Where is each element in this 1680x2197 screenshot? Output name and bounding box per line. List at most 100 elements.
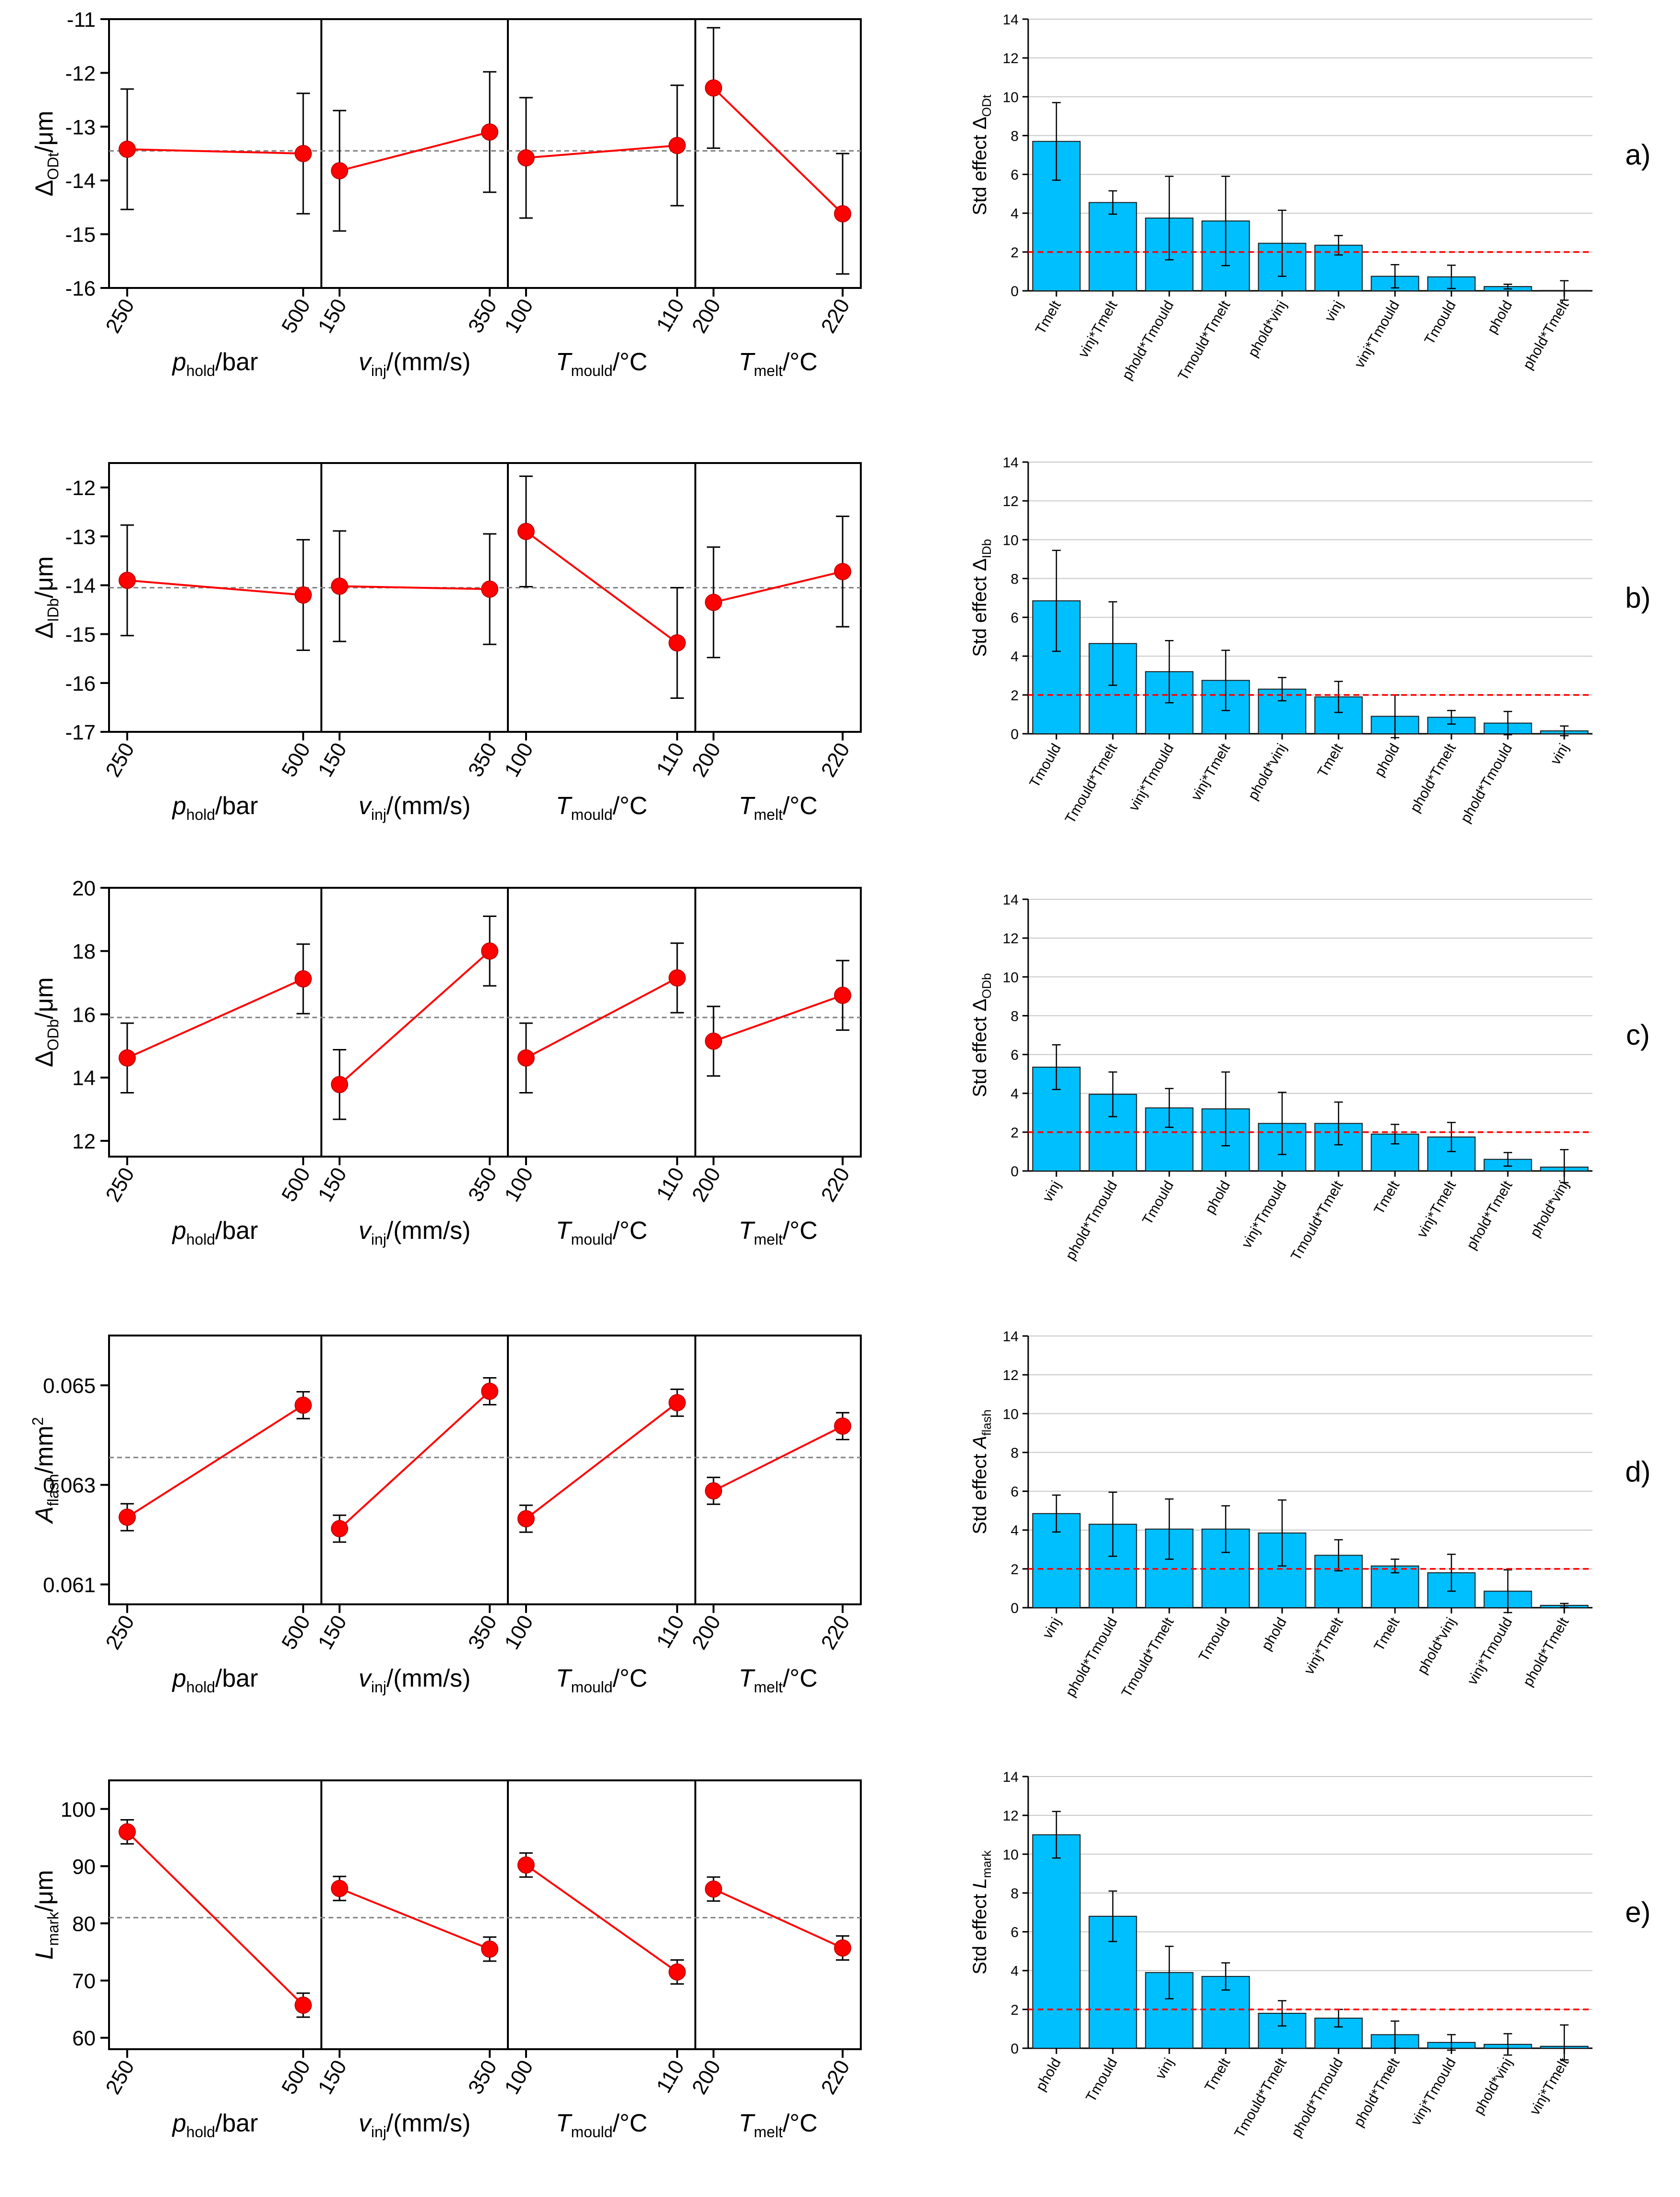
category-label: Tmould — [1196, 1615, 1233, 1664]
effect-line — [713, 1888, 843, 1949]
factor-label: Tmould/°C — [556, 348, 648, 379]
x-tick-label: 350 — [464, 2056, 502, 2098]
y-tick-label: 2 — [1010, 2002, 1019, 2018]
x-tick-label: 110 — [652, 1612, 689, 1652]
y-tick-label: 2 — [1010, 245, 1019, 261]
category-label: vinj*Tmould — [1464, 1615, 1515, 1688]
factor-label: phold/bar — [171, 1217, 258, 1248]
data-point — [481, 1940, 498, 1958]
y-tick-label: 8 — [1010, 571, 1019, 587]
factor-0: 250 500 phold/bar — [101, 524, 315, 823]
category-label: phold*Tmelt — [1520, 1614, 1572, 1689]
factor-label: Tmould/°C — [556, 1217, 648, 1248]
effect-line — [127, 978, 304, 1059]
y-tick-label: 12 — [72, 1130, 96, 1153]
data-point — [295, 145, 312, 162]
plot-frame — [108, 1779, 862, 2050]
effect-line — [126, 1831, 304, 2006]
y-tick-label: 12 — [1003, 931, 1019, 947]
y-tick-label: 0 — [1010, 1164, 1019, 1180]
x-tick-label: 100 — [500, 1612, 538, 1654]
y-axis-label: Std effect Aflash — [969, 1410, 994, 1535]
category-label: phold — [1372, 741, 1403, 779]
factor-label: vinj/(mm/s) — [359, 348, 471, 379]
data-point — [331, 1879, 348, 1897]
plot-frame — [108, 1335, 862, 1605]
y-tick-label: 4 — [1010, 649, 1019, 665]
y-tick-label: 8 — [1010, 1445, 1019, 1461]
y-tick-label: 12 — [1003, 1808, 1019, 1824]
data-point — [119, 1049, 136, 1067]
effect-line — [713, 1425, 843, 1492]
panel-label: b) — [1625, 582, 1650, 614]
category-label: Tmould*Tmelt — [1062, 740, 1120, 826]
category-label: Tmould*Tmelt — [1175, 298, 1233, 383]
effect-line — [713, 994, 843, 1042]
y-tick-label: 4 — [1010, 1086, 1019, 1102]
category-label: vinj*Tmould — [1351, 298, 1403, 371]
y-tick-label: -11 — [67, 8, 96, 32]
data-point — [295, 1996, 312, 2014]
factor-label: Tmould/°C — [556, 1665, 648, 1696]
data-point — [331, 1520, 348, 1537]
y-tick-label: 14 — [1003, 1329, 1019, 1345]
y-tick-label: 12 — [1003, 1368, 1019, 1383]
y-tick-label: 10 — [1003, 532, 1019, 548]
x-tick-label: 150 — [314, 295, 351, 337]
category-label: Tmould*Tmelt — [1288, 1178, 1346, 1263]
data-point — [481, 123, 498, 141]
bar — [1088, 202, 1137, 291]
y-tick-label: 2 — [1010, 1562, 1019, 1578]
data-point — [669, 634, 686, 652]
category-label: Tmould — [1421, 298, 1459, 347]
effect-line — [713, 87, 844, 215]
y-axis-label: Std effect ΔODt — [969, 94, 994, 215]
factor-0: 250 500 phold/bar — [101, 1391, 315, 1696]
factor-label: Tmelt/°C — [738, 792, 817, 823]
bar — [1032, 1834, 1081, 2049]
factor-label: Tmould/°C — [556, 2109, 648, 2141]
panel-label: c) — [1626, 1019, 1650, 1051]
category-label: phold*Tmould — [1063, 1615, 1120, 1700]
factor-0: 250 500 phold/bar — [101, 88, 315, 379]
y-tick-label: 8 — [1010, 1886, 1019, 1901]
category-label: vinj*Tmelt — [1076, 298, 1121, 360]
data-point — [481, 580, 498, 598]
category-label: phold*vinj — [1471, 2055, 1515, 2117]
data-point — [834, 1939, 851, 1957]
factor-label: vinj/(mm/s) — [359, 1665, 471, 1696]
y-tick-label: -16 — [65, 277, 96, 300]
data-point — [705, 1880, 722, 1898]
y-tick-label: -14 — [65, 169, 96, 193]
y-tick-label: 10 — [1003, 89, 1019, 105]
data-point — [119, 1508, 136, 1526]
y-tick-label: 8 — [1010, 128, 1019, 144]
y-tick-label: 0.063 — [43, 1474, 96, 1497]
effect-line — [339, 1391, 491, 1530]
category-label: Tmelt — [1371, 1178, 1403, 1217]
std-effect-chart-a: 0 2 4 6 8 10 12 14 Std effect ΔODt Tmelt vinj*Tmel… — [969, 12, 1651, 383]
data-point — [119, 141, 136, 158]
effect-line — [526, 977, 678, 1059]
y-tick-label: 60 — [72, 2027, 96, 2050]
data-point — [705, 79, 722, 97]
category-label: vinj*Tmelt — [1414, 1178, 1460, 1240]
std-effect-chart-c: 0 2 4 6 8 10 12 14 Std effect ΔODb vinjphold*Tmou… — [969, 892, 1650, 1263]
factor-1: 150 350 vinj/(mm/s) — [314, 1377, 502, 1696]
category-label: vinj — [1040, 1615, 1064, 1641]
y-axis-label: Std effect ΔODb — [969, 973, 994, 1097]
x-tick-label: 110 — [652, 2056, 689, 2097]
y-tick-label: -14 — [65, 574, 96, 597]
x-tick-label: 500 — [277, 1164, 315, 1206]
y-tick-label: 6 — [1010, 167, 1019, 183]
category-label: phold*vinj — [1245, 741, 1290, 803]
x-tick-label: 200 — [688, 2056, 725, 2098]
data-point — [669, 1394, 686, 1412]
category-label: vinj*Tmelt — [1188, 740, 1234, 803]
y-tick-label: 12 — [1003, 51, 1019, 66]
y-tick-label: 0.065 — [43, 1374, 96, 1398]
